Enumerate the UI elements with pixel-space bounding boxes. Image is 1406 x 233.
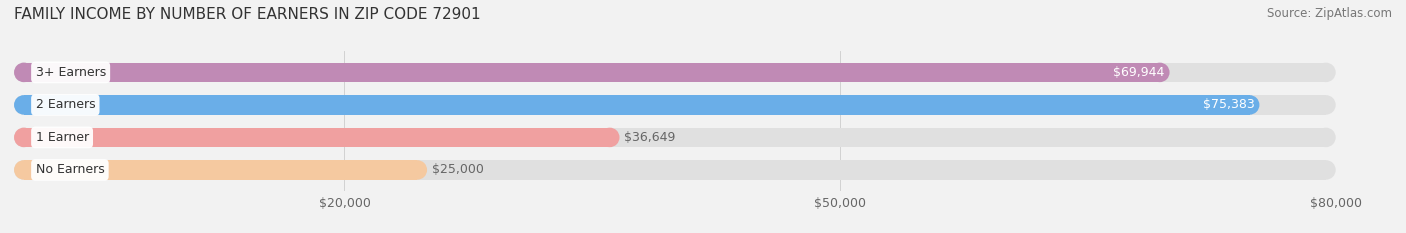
Ellipse shape (14, 95, 34, 115)
Ellipse shape (14, 63, 34, 82)
Bar (24, 128, 610, 147)
Bar (24, 160, 418, 180)
Bar (24, 128, 1326, 147)
Bar (24, 95, 1326, 115)
Ellipse shape (1316, 128, 1336, 147)
Ellipse shape (1316, 63, 1336, 82)
Text: $25,000: $25,000 (432, 163, 484, 176)
Ellipse shape (600, 128, 620, 147)
Text: $75,383: $75,383 (1202, 98, 1254, 111)
Text: $36,649: $36,649 (624, 131, 676, 144)
Ellipse shape (1316, 160, 1336, 180)
Text: Source: ZipAtlas.com: Source: ZipAtlas.com (1267, 7, 1392, 20)
Text: FAMILY INCOME BY NUMBER OF EARNERS IN ZIP CODE 72901: FAMILY INCOME BY NUMBER OF EARNERS IN ZI… (14, 7, 481, 22)
Ellipse shape (14, 63, 34, 82)
Text: 1 Earner: 1 Earner (35, 131, 89, 144)
Ellipse shape (1316, 95, 1336, 115)
Bar (24, 63, 1326, 82)
Text: 2 Earners: 2 Earners (35, 98, 96, 111)
Text: No Earners: No Earners (35, 163, 104, 176)
Bar (24, 63, 1160, 82)
Text: 3+ Earners: 3+ Earners (35, 66, 105, 79)
Ellipse shape (14, 95, 34, 115)
Ellipse shape (14, 160, 34, 180)
Ellipse shape (14, 128, 34, 147)
Ellipse shape (14, 160, 34, 180)
Text: $69,944: $69,944 (1114, 66, 1164, 79)
Bar (24, 160, 1326, 180)
Bar (24, 95, 1250, 115)
Ellipse shape (1150, 63, 1170, 82)
Ellipse shape (1240, 95, 1260, 115)
Ellipse shape (408, 160, 427, 180)
Ellipse shape (14, 128, 34, 147)
